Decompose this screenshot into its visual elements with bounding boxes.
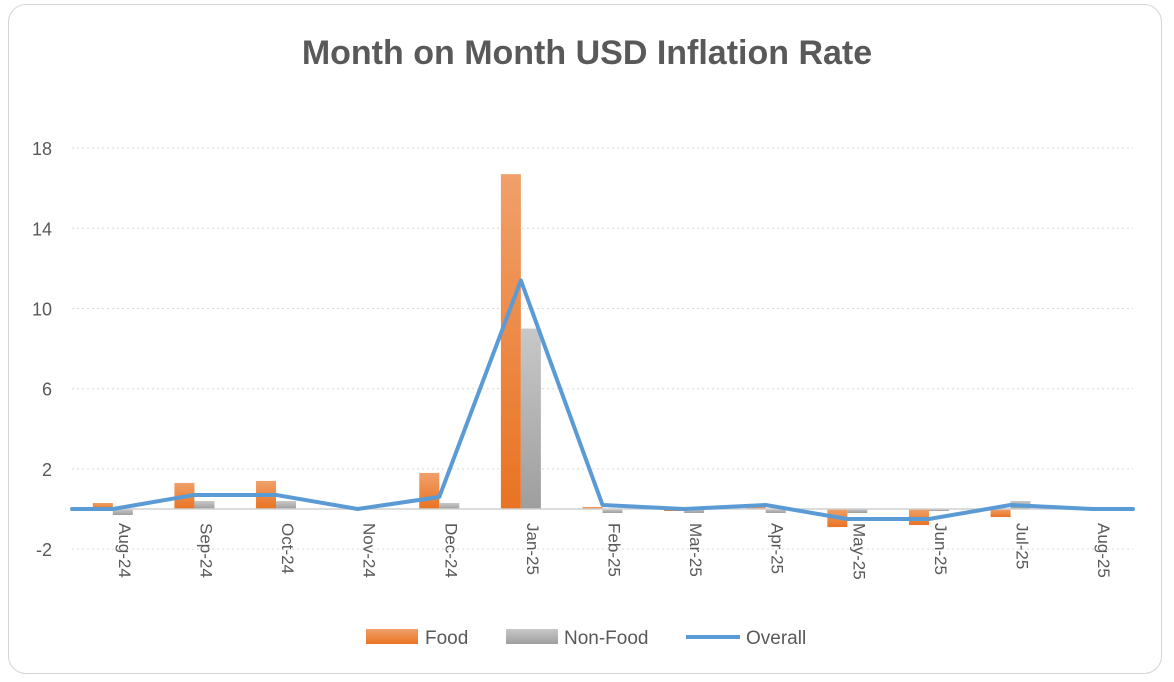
y-tick-label: 10: [32, 300, 52, 320]
bar-food: [500, 174, 521, 510]
bar-non-food: [276, 500, 297, 509]
y-tick-label: 6: [42, 380, 52, 400]
y-tick-label: 18: [32, 139, 52, 159]
series-line-overall: [70, 278, 1135, 522]
legend: Food Non-Food Overall: [366, 628, 806, 649]
x-tick-label: Nov-24: [360, 523, 379, 578]
x-tick-label: Jan-25: [523, 523, 542, 575]
x-tick-label: Sep-24: [196, 523, 215, 578]
x-tick-label: Jul-25: [1013, 523, 1032, 569]
bar-non-food: [602, 509, 623, 514]
y-tick-label: 2: [42, 460, 52, 480]
legend-swatch-food: [366, 629, 418, 644]
y-axis-ticks: -2 2 6 10 14 18: [32, 139, 52, 560]
x-tick-label: Aug-24: [115, 523, 134, 578]
bar-food: [990, 509, 1011, 518]
legend-swatch-non-food: [506, 629, 558, 644]
bar-food: [419, 472, 440, 509]
x-tick-label: Dec-24: [441, 523, 460, 578]
chart-title: Month on Month USD Inflation Rate: [302, 34, 872, 72]
y-tick-label: 14: [32, 219, 52, 239]
bar-non-food: [684, 509, 705, 514]
bar-non-food: [928, 509, 949, 512]
bar-non-food: [520, 328, 541, 509]
bar-non-food: [439, 502, 460, 509]
x-tick-label: Feb-25: [605, 523, 624, 577]
legend-label-overall: Overall: [746, 628, 806, 649]
x-tick-label: Mar-25: [686, 523, 705, 577]
gridlines: [72, 147, 1133, 550]
legend-label-non-food: Non-Food: [564, 628, 649, 649]
bar-non-food: [847, 509, 868, 514]
bar-non-food: [112, 509, 133, 516]
x-tick-label: Aug-25: [1094, 523, 1113, 578]
x-axis-ticks: Aug-24 Sep-24 Oct-24 Nov-24 Dec-24 Jan-25 Feb-…: [115, 523, 1113, 580]
bar-non-food: [194, 500, 215, 509]
bar-food: [908, 509, 929, 526]
bar-non-food: [765, 509, 786, 514]
bars: [92, 174, 1031, 528]
x-tick-label: May-25: [849, 523, 868, 580]
overall-line: [70, 278, 1135, 522]
bar-food: [92, 502, 113, 509]
x-tick-label: Oct-24: [278, 523, 297, 574]
legend-label-food: Food: [425, 628, 468, 649]
bar-food: [582, 506, 603, 509]
chart-card: [8, 4, 1162, 674]
x-tick-label: Jun-25: [931, 523, 950, 575]
bar-food: [745, 506, 766, 509]
y-tick-label: -2: [36, 540, 52, 560]
x-tick-label: Apr-25: [768, 523, 787, 574]
